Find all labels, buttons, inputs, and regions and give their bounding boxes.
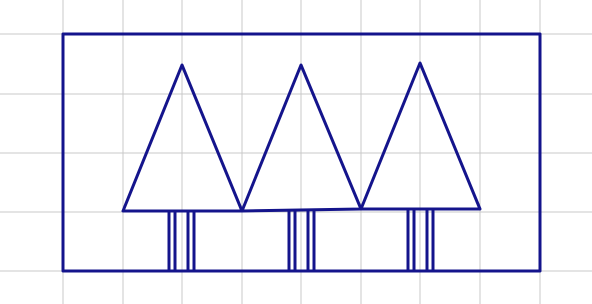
diagram: [0, 0, 592, 304]
